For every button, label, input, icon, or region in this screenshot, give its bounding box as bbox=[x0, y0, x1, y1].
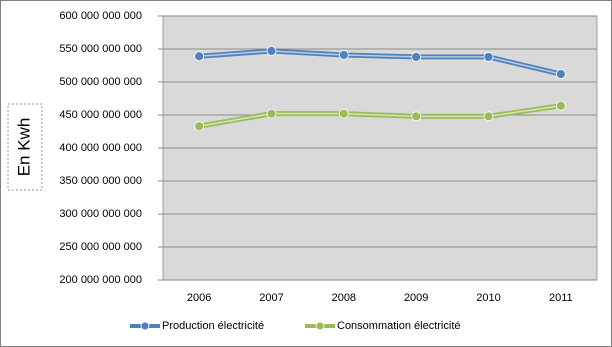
x-tick-label: 2009 bbox=[404, 292, 428, 304]
y-tick-label: 250 000 000 000 bbox=[59, 241, 142, 253]
legend-label: Production électricité bbox=[162, 320, 264, 332]
point bbox=[411, 111, 422, 122]
point bbox=[338, 108, 349, 119]
point bbox=[266, 108, 277, 119]
y-axis-label: En Kwh bbox=[14, 118, 33, 177]
y-tick-label: 450 000 000 000 bbox=[59, 109, 142, 121]
point bbox=[194, 51, 205, 62]
point bbox=[266, 46, 277, 56]
point bbox=[483, 52, 494, 62]
y-tick-label: 550 000 000 000 bbox=[59, 43, 142, 55]
point bbox=[483, 111, 494, 122]
legend-label: Consommation électricité bbox=[337, 320, 461, 332]
point bbox=[555, 100, 566, 111]
x-tick-label: 2010 bbox=[476, 292, 500, 304]
x-tick-label: 2011 bbox=[549, 292, 573, 304]
y-tick-label: 600 000 000 000 bbox=[59, 10, 142, 22]
x-tick-label: 2008 bbox=[332, 292, 356, 304]
legend-marker bbox=[140, 321, 150, 331]
y-tick-label: 500 000 000 000 bbox=[59, 76, 142, 88]
y-tick-label: 400 000 000 000 bbox=[59, 142, 142, 154]
y-tick-label: 300 000 000 000 bbox=[59, 208, 142, 220]
y-tick-label: 350 000 000 000 bbox=[59, 175, 142, 187]
x-tick-label: 2007 bbox=[259, 292, 283, 304]
legend-marker bbox=[315, 321, 325, 331]
series-line bbox=[199, 50, 562, 75]
point bbox=[338, 50, 349, 60]
point bbox=[555, 69, 566, 79]
point bbox=[411, 52, 422, 62]
y-tick-label: 200 000 000 000 bbox=[59, 274, 142, 286]
y-label-box bbox=[7, 103, 43, 191]
series-line bbox=[199, 105, 561, 127]
point bbox=[194, 121, 205, 132]
x-tick-label: 2006 bbox=[187, 292, 211, 304]
